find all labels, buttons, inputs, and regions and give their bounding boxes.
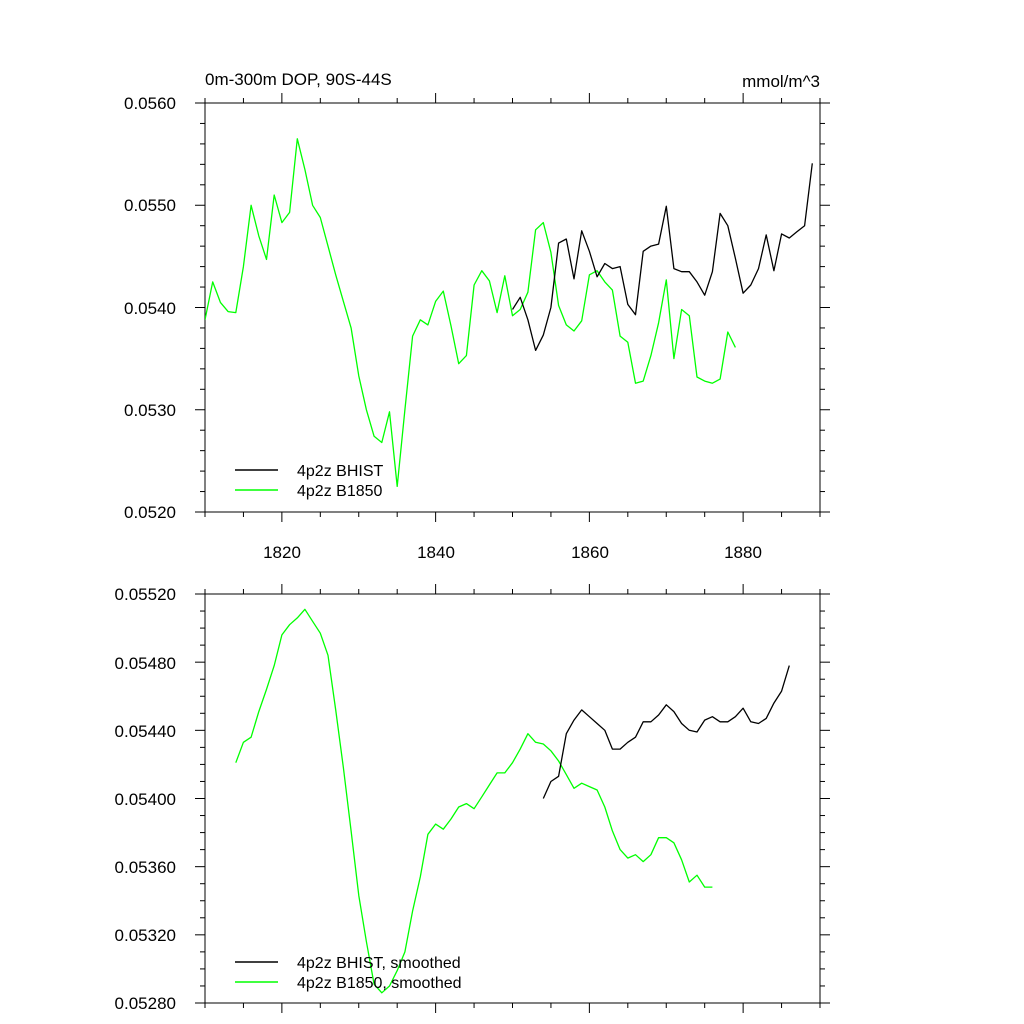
series-line-4p2z-b1850 (205, 138, 736, 488)
top-x-tick-labels: 1820 1840 1860 1880 (263, 543, 762, 562)
top-chart-title: 0m-300m DOP, 90S-44S (205, 70, 392, 89)
bottom-y-tick-label: 0.05440 (115, 722, 176, 741)
bottom-plot-frame (204, 593, 821, 1004)
top-x-tick-label: 1880 (724, 543, 762, 562)
bottom-axis-ticks (195, 584, 830, 1013)
top-plot-frame (204, 102, 821, 513)
legend-label-b1850-smoothed: 4p2z B1850, smoothed (297, 975, 462, 992)
bottom-y-tick-label: 0.05400 (115, 790, 176, 809)
top-y-tick-labels: 0.0520 0.0530 0.0540 0.0550 0.0560 (124, 94, 176, 522)
series-line-4p2z-b1850-smoothed (235, 608, 713, 994)
series-line-4p2z-bhist-smoothed (542, 665, 790, 799)
top-y-tick-label: 0.0550 (124, 196, 176, 215)
bottom-y-tick-label: 0.05360 (115, 858, 176, 877)
top-y-tick-label: 0.0560 (124, 94, 176, 113)
legend-label-b1850: 4p2z B1850 (297, 483, 383, 500)
top-x-tick-label: 1840 (417, 543, 455, 562)
top-axis-ticks (195, 93, 830, 522)
series-line-4p2z-bhist (511, 163, 813, 352)
top-x-tick-label: 1820 (263, 543, 301, 562)
legend-label-bhist-smoothed: 4p2z BHIST, smoothed (297, 955, 461, 972)
bottom-y-tick-label: 0.05280 (115, 994, 176, 1013)
top-x-tick-label: 1860 (571, 543, 609, 562)
legend-label-bhist: 4p2z BHIST (297, 463, 383, 480)
top-y-tick-label: 0.0540 (124, 299, 176, 318)
bottom-chart: 0.05280 0.05320 0.05360 0.05400 0.05440 … (115, 584, 830, 1013)
bottom-legend: 4p2z BHIST, smoothed 4p2z B1850, smoothe… (235, 955, 462, 992)
top-chart: 0m-300m DOP, 90S-44S mmol/m^3 1820 1840 … (124, 70, 830, 562)
bottom-y-tick-label: 0.05320 (115, 926, 176, 945)
bottom-y-tick-label: 0.05480 (115, 654, 176, 673)
bottom-y-tick-label: 0.05520 (115, 585, 176, 604)
top-y-tick-label: 0.0530 (124, 401, 176, 420)
top-legend: 4p2z BHIST 4p2z B1850 (235, 463, 383, 500)
top-y-tick-label: 0.0520 (124, 503, 176, 522)
top-chart-units: mmol/m^3 (742, 72, 820, 91)
bottom-y-tick-labels: 0.05280 0.05320 0.05360 0.05400 0.05440 … (115, 585, 176, 1013)
